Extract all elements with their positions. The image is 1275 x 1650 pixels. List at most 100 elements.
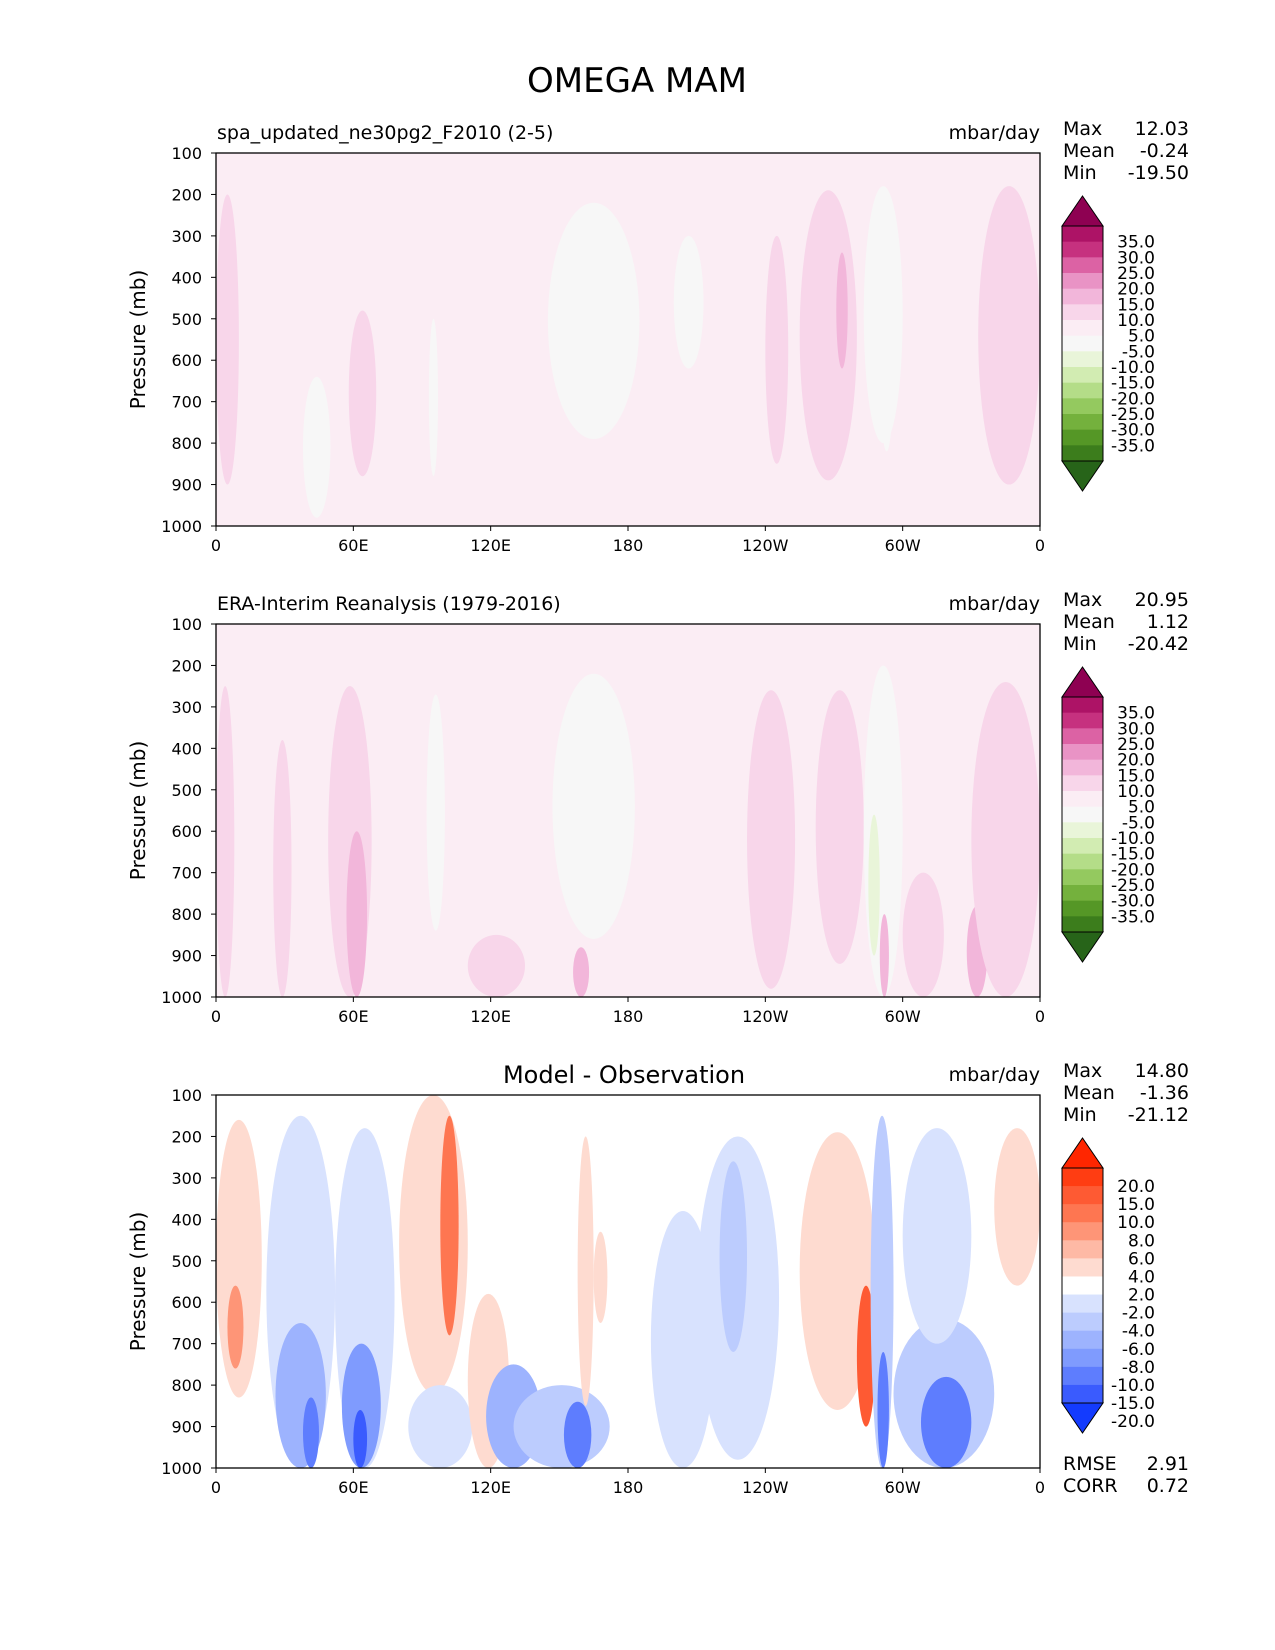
x-tick-label: 180 [613, 536, 644, 555]
x-tick-label: 0 [1035, 536, 1045, 555]
stat-value: 20.95 [1135, 589, 1189, 611]
colorbar-label: -35.0 [1111, 436, 1155, 456]
y-tick-label: 800 [171, 905, 202, 924]
metric-value: 2.91 [1147, 1453, 1189, 1475]
colorbar-extend-top [1061, 195, 1104, 227]
x-tick-label: 0 [211, 1478, 221, 1497]
stat-label: Min [1063, 633, 1097, 655]
y-tick-label: 500 [171, 1252, 202, 1271]
contour-fills [216, 665, 1040, 997]
colorbar-label: -20.0 [1111, 389, 1155, 409]
contour-fills [216, 186, 1040, 518]
contour-feature [467, 934, 525, 997]
y-tick-label: 900 [171, 476, 202, 495]
stat-value: 14.80 [1135, 1060, 1189, 1082]
y-tick-label: 600 [171, 351, 202, 370]
contour-feature [747, 690, 796, 989]
colorbar-frame [1061, 696, 1104, 933]
colorbar-segment [1062, 445, 1103, 462]
contour-feature [856, 1285, 876, 1427]
x-tick-label: 180 [613, 1478, 644, 1497]
stat-label: Max [1063, 589, 1102, 611]
stat-label: Max [1063, 1060, 1102, 1082]
colorbar-label: 30.0 [1117, 248, 1155, 268]
colorbar-segment [1062, 775, 1103, 792]
metric-label: RMSE [1063, 1453, 1117, 1475]
colorbar-segment [1062, 1384, 1103, 1404]
colorbar-label: -15.0 [1111, 845, 1155, 865]
colorbar-extend-bottom [1061, 931, 1104, 963]
colorbar-segment [1062, 429, 1103, 446]
colorbar-label: -30.0 [1111, 892, 1155, 912]
y-tick-label: 300 [171, 227, 202, 246]
x-tick-label: 120E [470, 1478, 511, 1497]
colorbar-label: 10.0 [1117, 1213, 1155, 1233]
contour-feature [227, 1285, 244, 1369]
y-axis-label: Pressure (mb) [126, 270, 150, 410]
x-tick-label: 0 [211, 1007, 221, 1026]
colorbar-label: 35.0 [1117, 233, 1155, 253]
x-tick-label: 60W [885, 536, 921, 555]
colorbar-label: -15.0 [1111, 1394, 1155, 1414]
y-axis-label: Pressure (mb) [126, 1212, 150, 1352]
colorbar-frame [1061, 225, 1104, 462]
panel-title: Model - Observation [503, 1061, 745, 1089]
colorbar-segment [1062, 759, 1103, 776]
contour-feature [719, 1161, 748, 1352]
colorbar-label: 20.0 [1117, 1177, 1155, 1197]
colorbar-frame [1061, 1167, 1104, 1404]
y-tick-label: 900 [171, 1418, 202, 1437]
panel-title: ERA-Interim Reanalysis (1979-2016) [217, 593, 561, 615]
contour-feature [879, 277, 894, 452]
colorbar-label: 8.0 [1128, 1231, 1155, 1251]
panel-test: 100 200 300 400 500 600 700 800 900 1000 0 60E 120E 1… [126, 118, 1189, 555]
colorbar-label: -10.0 [1111, 829, 1155, 849]
y-tick-label: 200 [171, 656, 202, 675]
colorbar-label: -15.0 [1111, 374, 1155, 394]
colorbar-segment [1062, 1276, 1103, 1296]
y-tick-label: 700 [171, 393, 202, 412]
x-tick-label: 60E [338, 536, 368, 555]
colorbar: 35.030.025.020.015.010.05.0-5.0-10.0-15.… [1061, 195, 1155, 492]
contour-feature [216, 686, 235, 997]
colorbar-label: -25.0 [1111, 876, 1155, 896]
colorbar-label: -10.0 [1111, 358, 1155, 378]
contour-feature [673, 235, 704, 369]
contour-feature [440, 1115, 459, 1336]
contour-feature [868, 814, 880, 956]
colorbar-segment [1062, 1294, 1103, 1314]
contour-feature [426, 694, 445, 931]
colorbar-extend-bottom [1061, 460, 1104, 492]
y-tick-label: 100 [171, 1086, 202, 1105]
colorbar-label: -20.0 [1111, 1412, 1155, 1432]
y-tick-label: 300 [171, 698, 202, 717]
colorbar-segment [1062, 398, 1103, 415]
contour-feature [879, 914, 889, 997]
colorbar-label: 20.0 [1117, 751, 1155, 771]
colorbar-extend-top [1061, 1137, 1104, 1169]
stat-value: 12.03 [1135, 118, 1189, 140]
contour-feature [552, 673, 635, 939]
colorbar-segment [1062, 728, 1103, 745]
x-tick-label: 120W [742, 1478, 789, 1497]
x-tick-label: 60E [338, 1007, 368, 1026]
contour-feature [799, 1132, 876, 1410]
colorbar-label: 15.0 [1117, 766, 1155, 786]
colorbar-label: 35.0 [1117, 704, 1155, 724]
colorbar-segment [1062, 288, 1103, 305]
colorbar-segment [1062, 241, 1103, 258]
y-tick-label: 700 [171, 1335, 202, 1354]
contour-feature [815, 690, 864, 964]
units-label: mbar/day [949, 1064, 1040, 1086]
colorbar-label: 5.0 [1128, 798, 1155, 818]
stat-label: Min [1063, 162, 1097, 184]
units-label: mbar/day [949, 593, 1040, 615]
y-tick-label: 1000 [161, 517, 202, 536]
colorbar-segment [1062, 382, 1103, 399]
y-tick-label: 200 [171, 185, 202, 204]
colorbar-label: -5.0 [1122, 342, 1155, 362]
stat-value: -21.12 [1128, 1104, 1189, 1126]
y-tick-label: 400 [171, 268, 202, 287]
contour-feature [547, 202, 640, 439]
colorbar-label: -30.0 [1111, 421, 1155, 441]
